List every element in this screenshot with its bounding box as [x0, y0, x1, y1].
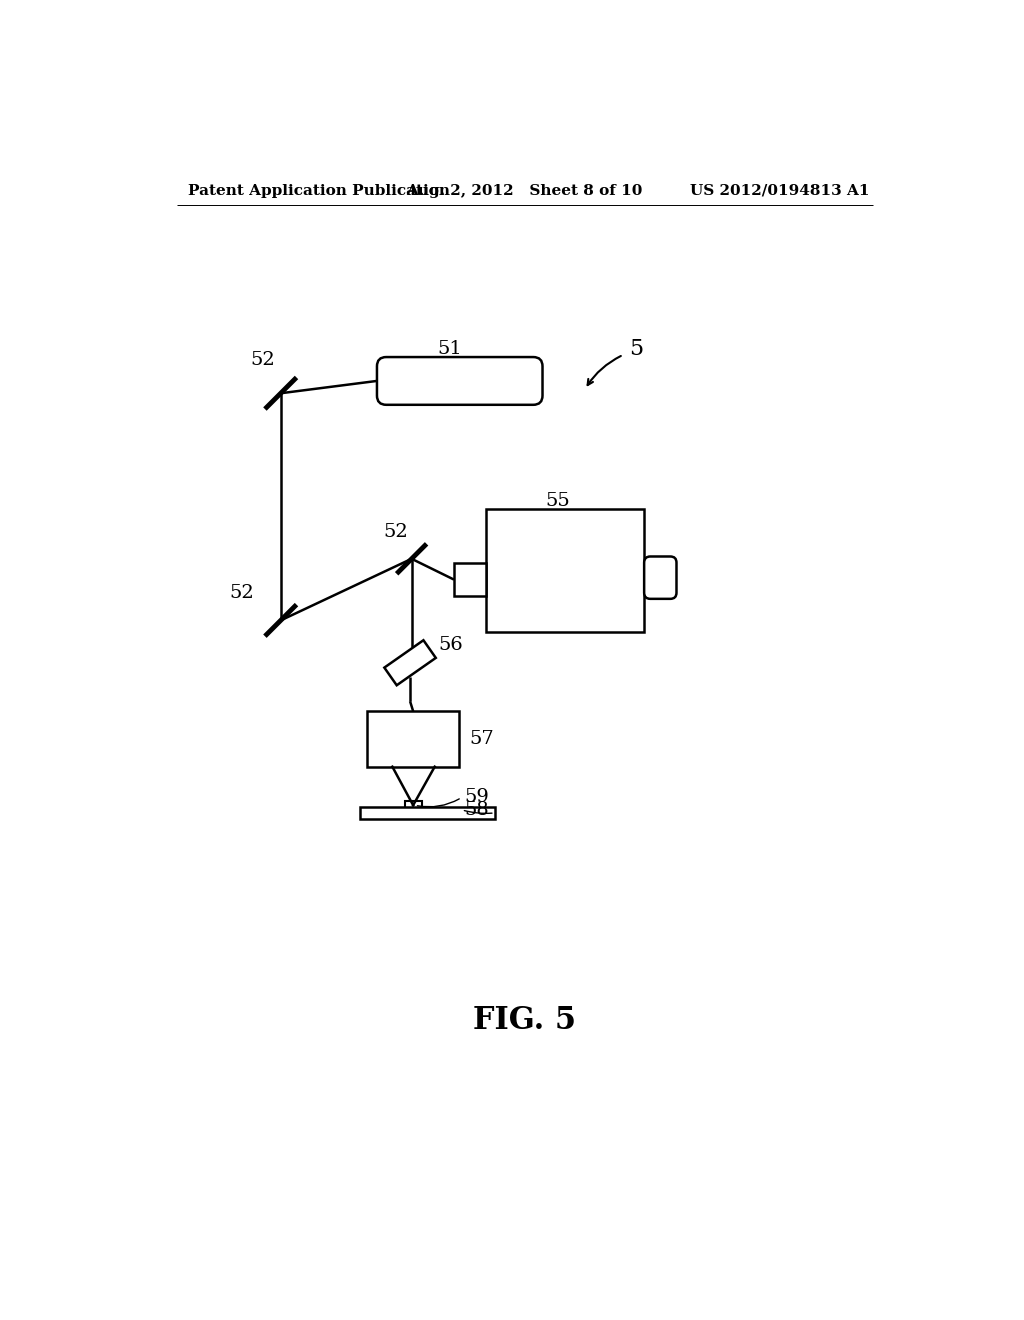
Text: Patent Application Publication: Patent Application Publication — [188, 183, 451, 198]
FancyBboxPatch shape — [377, 358, 543, 405]
Bar — [406, 800, 422, 810]
Text: 52: 52 — [251, 351, 275, 370]
Text: 57: 57 — [469, 730, 495, 748]
Bar — [486, 508, 644, 632]
Bar — [367, 711, 460, 767]
Text: 58: 58 — [464, 801, 488, 818]
Text: US 2012/0194813 A1: US 2012/0194813 A1 — [690, 183, 869, 198]
Text: 59: 59 — [464, 788, 488, 807]
Text: 5: 5 — [630, 338, 644, 360]
Bar — [454, 564, 486, 595]
Text: 52: 52 — [384, 523, 409, 541]
Polygon shape — [384, 640, 436, 685]
Text: 51: 51 — [437, 341, 463, 358]
Bar — [360, 807, 495, 818]
Text: 55: 55 — [546, 492, 570, 510]
Text: Aug. 2, 2012   Sheet 8 of 10: Aug. 2, 2012 Sheet 8 of 10 — [407, 183, 643, 198]
Text: 56: 56 — [438, 636, 463, 653]
Text: 52: 52 — [229, 585, 254, 602]
FancyBboxPatch shape — [644, 557, 677, 599]
Text: FIG. 5: FIG. 5 — [473, 1006, 577, 1036]
